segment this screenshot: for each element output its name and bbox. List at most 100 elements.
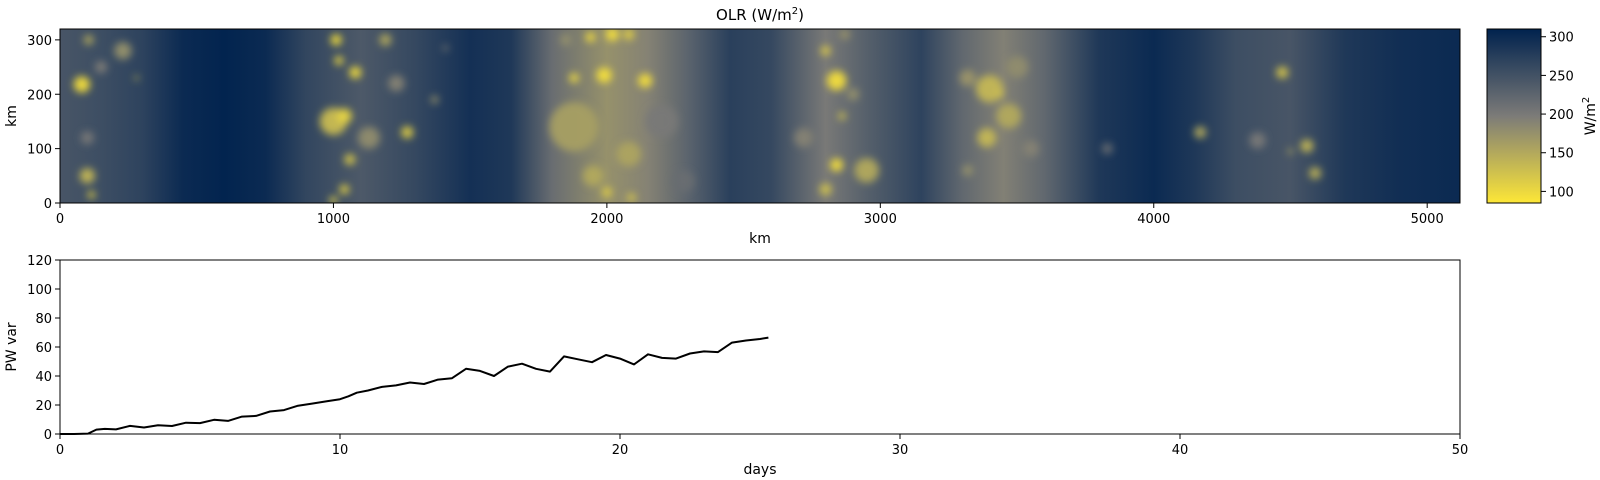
convective-cell	[349, 66, 362, 79]
convective-cell	[1022, 140, 1039, 157]
convective-cell	[1101, 143, 1113, 155]
convective-cell	[623, 29, 635, 40]
line-y-tick-label: 100	[27, 283, 52, 298]
convective-cell	[80, 131, 94, 145]
heatmap-y-tick-label: 300	[27, 34, 52, 49]
line-y-tick-label: 80	[35, 312, 52, 327]
convective-cell	[334, 56, 344, 65]
convective-cell	[585, 32, 596, 43]
line-x-ticks: 0 10 20 30 40 50	[56, 434, 1468, 458]
colorbar-tick-label: 100	[1549, 185, 1574, 200]
convective-cell	[596, 67, 612, 83]
convective-cell	[638, 73, 653, 88]
line-x-tick-label: 20	[612, 443, 629, 458]
line-x-tick-label: 40	[1172, 443, 1189, 458]
convective-cell	[997, 91, 1004, 97]
convective-cell	[79, 168, 95, 184]
heatmap-y-tick-label: 100	[27, 143, 52, 158]
colorbar-tick-label: 250	[1549, 69, 1574, 84]
heatmap-x-tick-label: 3000	[864, 212, 897, 227]
convective-cell	[87, 191, 96, 199]
heatmap-x-tick-label: 1000	[317, 212, 350, 227]
heatmap-x-label: km	[749, 231, 771, 247]
heatmap-title: OLR (W/m2)	[716, 6, 804, 24]
convective-cell	[826, 70, 847, 91]
convective-cell	[330, 34, 342, 46]
pw-variance-panel: 0 10 20 30 40 50 0 20 40 60 80 100 120 days PW var	[4, 254, 1468, 478]
convective-cell	[820, 45, 831, 56]
heatmap-y-label: km	[4, 105, 20, 127]
colorbar-ticks: 100 150 200 250 300	[1541, 31, 1574, 200]
convective-cell	[582, 165, 604, 187]
convective-cell	[83, 34, 94, 45]
convective-cell	[388, 75, 405, 92]
convective-cell	[358, 126, 380, 149]
convective-cell	[839, 29, 850, 40]
convective-cell	[601, 187, 612, 198]
convective-cells	[73, 29, 1322, 203]
heatmap-x-ticks: 0 1000 2000 3000 4000 5000	[56, 203, 1444, 227]
convective-cell	[401, 126, 414, 139]
convective-cell	[672, 170, 695, 193]
heatmap-y-tick-label: 200	[27, 88, 52, 103]
line-y-tick-label: 20	[35, 399, 52, 414]
convective-cell	[605, 29, 619, 41]
convective-cell	[114, 42, 132, 60]
heatmap-y-ticks: 0 100 200 300	[27, 34, 60, 212]
convective-cell	[794, 128, 814, 148]
heatmap-background	[60, 29, 1460, 203]
heatmap-image	[60, 29, 1460, 203]
convective-cell	[1287, 148, 1294, 155]
convective-cell	[1249, 132, 1266, 149]
convective-cell	[379, 33, 392, 46]
heatmap-frame	[59, 28, 1461, 204]
convective-cell	[442, 45, 449, 51]
convective-cell	[430, 95, 439, 104]
colorbar: 100 150 200 250 300 W/m2	[1486, 28, 1599, 204]
convective-cell	[560, 34, 572, 46]
convective-cell	[976, 75, 1004, 103]
line-y-tick-label: 40	[35, 370, 52, 385]
line-y-tick-label: 60	[35, 341, 52, 356]
colorbar-label: W/m2	[1581, 97, 1599, 136]
heatmap-x-tick-label: 5000	[1411, 212, 1444, 227]
convective-cell	[1309, 167, 1322, 180]
line-y-label: PW var	[4, 322, 20, 372]
heatmap-y-tick-label: 0	[44, 197, 52, 212]
convective-cell	[1006, 56, 1028, 78]
convective-cell	[645, 105, 678, 138]
line-x-label: days	[743, 462, 776, 478]
olr-heatmap-panel: OLR (W/m2) 0 1000 2000 3000 4000 5000 0 100 200…	[4, 6, 1599, 247]
convective-cell	[830, 158, 844, 172]
convective-cell	[344, 154, 356, 165]
convective-cell	[616, 141, 642, 167]
convective-cell	[336, 108, 353, 124]
convective-cell	[819, 183, 832, 196]
pw-variance-line	[60, 336, 769, 435]
line-y-tick-label: 0	[44, 428, 52, 443]
convective-cell	[627, 193, 636, 202]
convective-cell	[549, 102, 599, 152]
convective-cell	[996, 103, 1022, 129]
colorbar-gradient	[1486, 28, 1542, 204]
convective-cell	[95, 61, 108, 74]
convective-cell	[329, 196, 338, 203]
convective-cell	[73, 76, 91, 93]
line-plot-frame	[59, 259, 1461, 435]
heatmap-x-tick-label: 2000	[590, 212, 623, 227]
line-x-tick-label: 50	[1452, 443, 1469, 458]
convective-cell	[569, 73, 579, 83]
convective-cell	[959, 69, 977, 87]
heatmap-x-tick-label: 4000	[1137, 212, 1170, 227]
heatmap-x-tick-label: 0	[56, 212, 64, 227]
convective-cell	[1300, 139, 1314, 153]
colorbar-tick-label: 150	[1549, 147, 1574, 162]
convective-cell	[962, 164, 974, 176]
line-x-tick-label: 30	[892, 443, 909, 458]
convective-cell	[977, 128, 997, 148]
convective-cell	[854, 158, 879, 183]
line-x-tick-label: 10	[332, 443, 349, 458]
convective-cell	[1276, 66, 1289, 79]
convective-cell	[1194, 126, 1207, 139]
